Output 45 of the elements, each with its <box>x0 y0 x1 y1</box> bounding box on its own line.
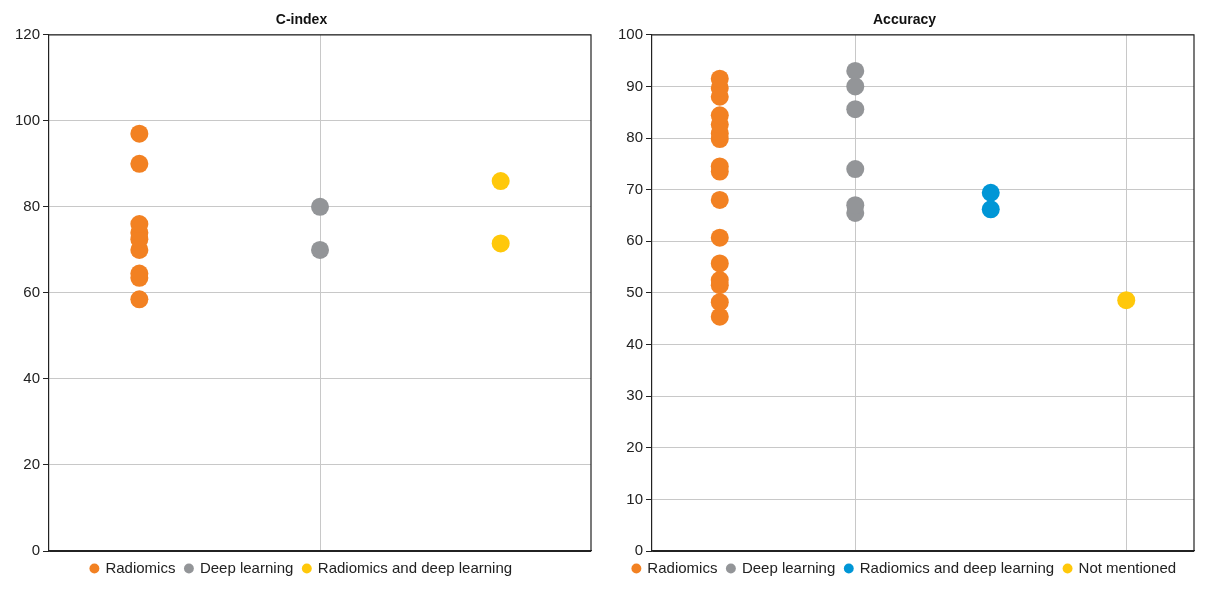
legend-label: Radiomics <box>105 558 176 576</box>
y-tick-label: 40 <box>626 334 644 352</box>
chart-title: Accuracy <box>872 11 937 28</box>
point <box>981 183 1000 202</box>
y-tick-label: 30 <box>626 386 644 404</box>
point <box>311 197 330 216</box>
point <box>710 190 729 209</box>
point <box>1117 291 1136 310</box>
y-tick-label: 70 <box>626 179 644 197</box>
point <box>846 77 865 96</box>
y-tick-label: 60 <box>23 283 41 301</box>
y-tick-label: 60 <box>626 231 644 249</box>
point <box>130 290 149 309</box>
chart-title: C-index <box>275 11 328 28</box>
y-tick-label: 40 <box>23 369 41 387</box>
point <box>981 200 1000 219</box>
y-tick-label: 100 <box>618 24 644 42</box>
point <box>846 61 865 80</box>
point <box>846 160 865 179</box>
y-tick-label: 20 <box>23 455 41 473</box>
point <box>491 172 510 191</box>
y-tick-label: 10 <box>626 489 644 507</box>
legend-label: Deep learning <box>199 558 294 576</box>
legend-label: Radiomics and deep learning <box>317 558 513 576</box>
point <box>846 100 865 119</box>
point <box>710 228 729 247</box>
legend-label: Not mentioned <box>1078 558 1177 576</box>
point <box>130 124 149 143</box>
y-tick-label: 0 <box>634 541 644 559</box>
y-tick-label: 20 <box>626 437 644 455</box>
legend-label: Radiomics and deep learning <box>859 558 1055 576</box>
y-tick-label: 80 <box>23 197 41 215</box>
y-tick-label: 120 <box>15 24 41 42</box>
y-tick-label: 100 <box>15 110 41 128</box>
point <box>491 234 510 253</box>
y-tick-label: 0 <box>31 541 41 559</box>
point <box>710 254 729 273</box>
legend-label: Radiomics <box>647 558 718 576</box>
point <box>710 293 729 312</box>
y-tick-label: 50 <box>626 283 644 301</box>
y-tick-label: 80 <box>626 128 644 146</box>
point <box>130 154 149 173</box>
y-tick-label: 90 <box>626 76 644 94</box>
point <box>311 240 330 259</box>
legend-label: Deep learning <box>741 558 836 576</box>
